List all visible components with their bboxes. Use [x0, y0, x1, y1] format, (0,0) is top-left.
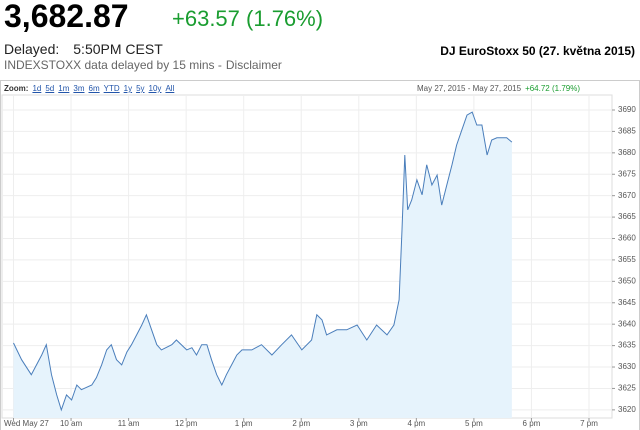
- delayed: Delayed: 5:50PM CEST: [4, 41, 163, 57]
- x-tick-label: Wed May 27: [4, 419, 49, 428]
- zoom-option[interactable]: 1y: [123, 84, 133, 93]
- y-tick-label: 3650: [618, 276, 636, 285]
- y-tick-label: 3685: [618, 127, 636, 136]
- y-tick-label: 3660: [618, 234, 636, 243]
- price: 3,682.87: [4, 0, 129, 34]
- zoom-option[interactable]: All: [165, 84, 175, 93]
- area: [13, 112, 512, 418]
- y-tick-label: 3635: [618, 341, 636, 350]
- zoom-option[interactable]: 6m: [88, 84, 100, 93]
- x-tick-label: 5 pm: [465, 419, 483, 428]
- zoom-option[interactable]: 3m: [73, 84, 85, 93]
- disclaimer-link[interactable]: Disclaimer: [225, 58, 282, 72]
- zoom-option[interactable]: 5d: [45, 84, 55, 93]
- x-tick-label: 6 pm: [523, 419, 541, 428]
- zoom-option[interactable]: YTD: [103, 84, 120, 93]
- x-tick-label: 10 am: [60, 419, 83, 428]
- source-note: INDEXSTOXX data delayed by 15 mins - Disc…: [4, 58, 282, 72]
- x-tick-label: 11 am: [118, 419, 140, 428]
- zoom-option[interactable]: 1d: [32, 84, 42, 93]
- price-line: [13, 111, 513, 412]
- zoom-bar: Zoom: 1d 5d 1m 3m 6m YTD 1y 5y 10y All: [4, 84, 178, 93]
- chart: 3620 3625 3630 3635 3640 3645 3650 3655 3660 3665…: [1, 94, 636, 428]
- x-tick-label: 7 pm: [580, 419, 598, 428]
- y-tick-label: 3630: [618, 362, 636, 371]
- y-tick-label: 3640: [618, 319, 636, 328]
- y-tick-label: 3665: [618, 212, 636, 221]
- range: May 27, 2015 - May 27, 2015 +64.72 (1.79%…: [417, 84, 580, 93]
- x-tick-label: 1 pm: [235, 419, 253, 428]
- zoom-option[interactable]: 10y: [148, 84, 162, 93]
- y-tick-label: 3620: [618, 405, 636, 414]
- index-title: DJ EuroStoxx 50 (27. května 2015): [440, 44, 635, 58]
- range-change: +64.72 (1.79%): [525, 84, 580, 93]
- y-tick-label: 3680: [618, 148, 636, 157]
- y-tick-label: 3655: [618, 255, 636, 264]
- zoom-option[interactable]: 1m: [58, 84, 70, 93]
- zoom-label: Zoom:: [4, 84, 29, 93]
- source-text: INDEXSTOXX data delayed by 15 mins -: [4, 58, 222, 72]
- y-tick-label: 3690: [618, 105, 636, 114]
- delayed-time: 5:50PM CEST: [73, 41, 163, 57]
- y-tick-label: 3645: [618, 298, 636, 307]
- y-tick-label: 3670: [618, 191, 636, 200]
- y-tick-label: 3625: [618, 384, 636, 393]
- price-change: +63.57 (1.76%): [172, 6, 324, 31]
- x-tick-label: 3 pm: [350, 419, 368, 428]
- x-tick-label: 4 pm: [407, 419, 425, 428]
- x-tick-label: 2 pm: [292, 419, 310, 428]
- zoom-option[interactable]: 5y: [136, 84, 145, 93]
- x-tick-label: 12 pm: [175, 419, 198, 428]
- range-dates: May 27, 2015 - May 27, 2015: [417, 84, 522, 93]
- y-tick-label: 3675: [618, 169, 636, 178]
- delayed-label: Delayed:: [4, 41, 60, 57]
